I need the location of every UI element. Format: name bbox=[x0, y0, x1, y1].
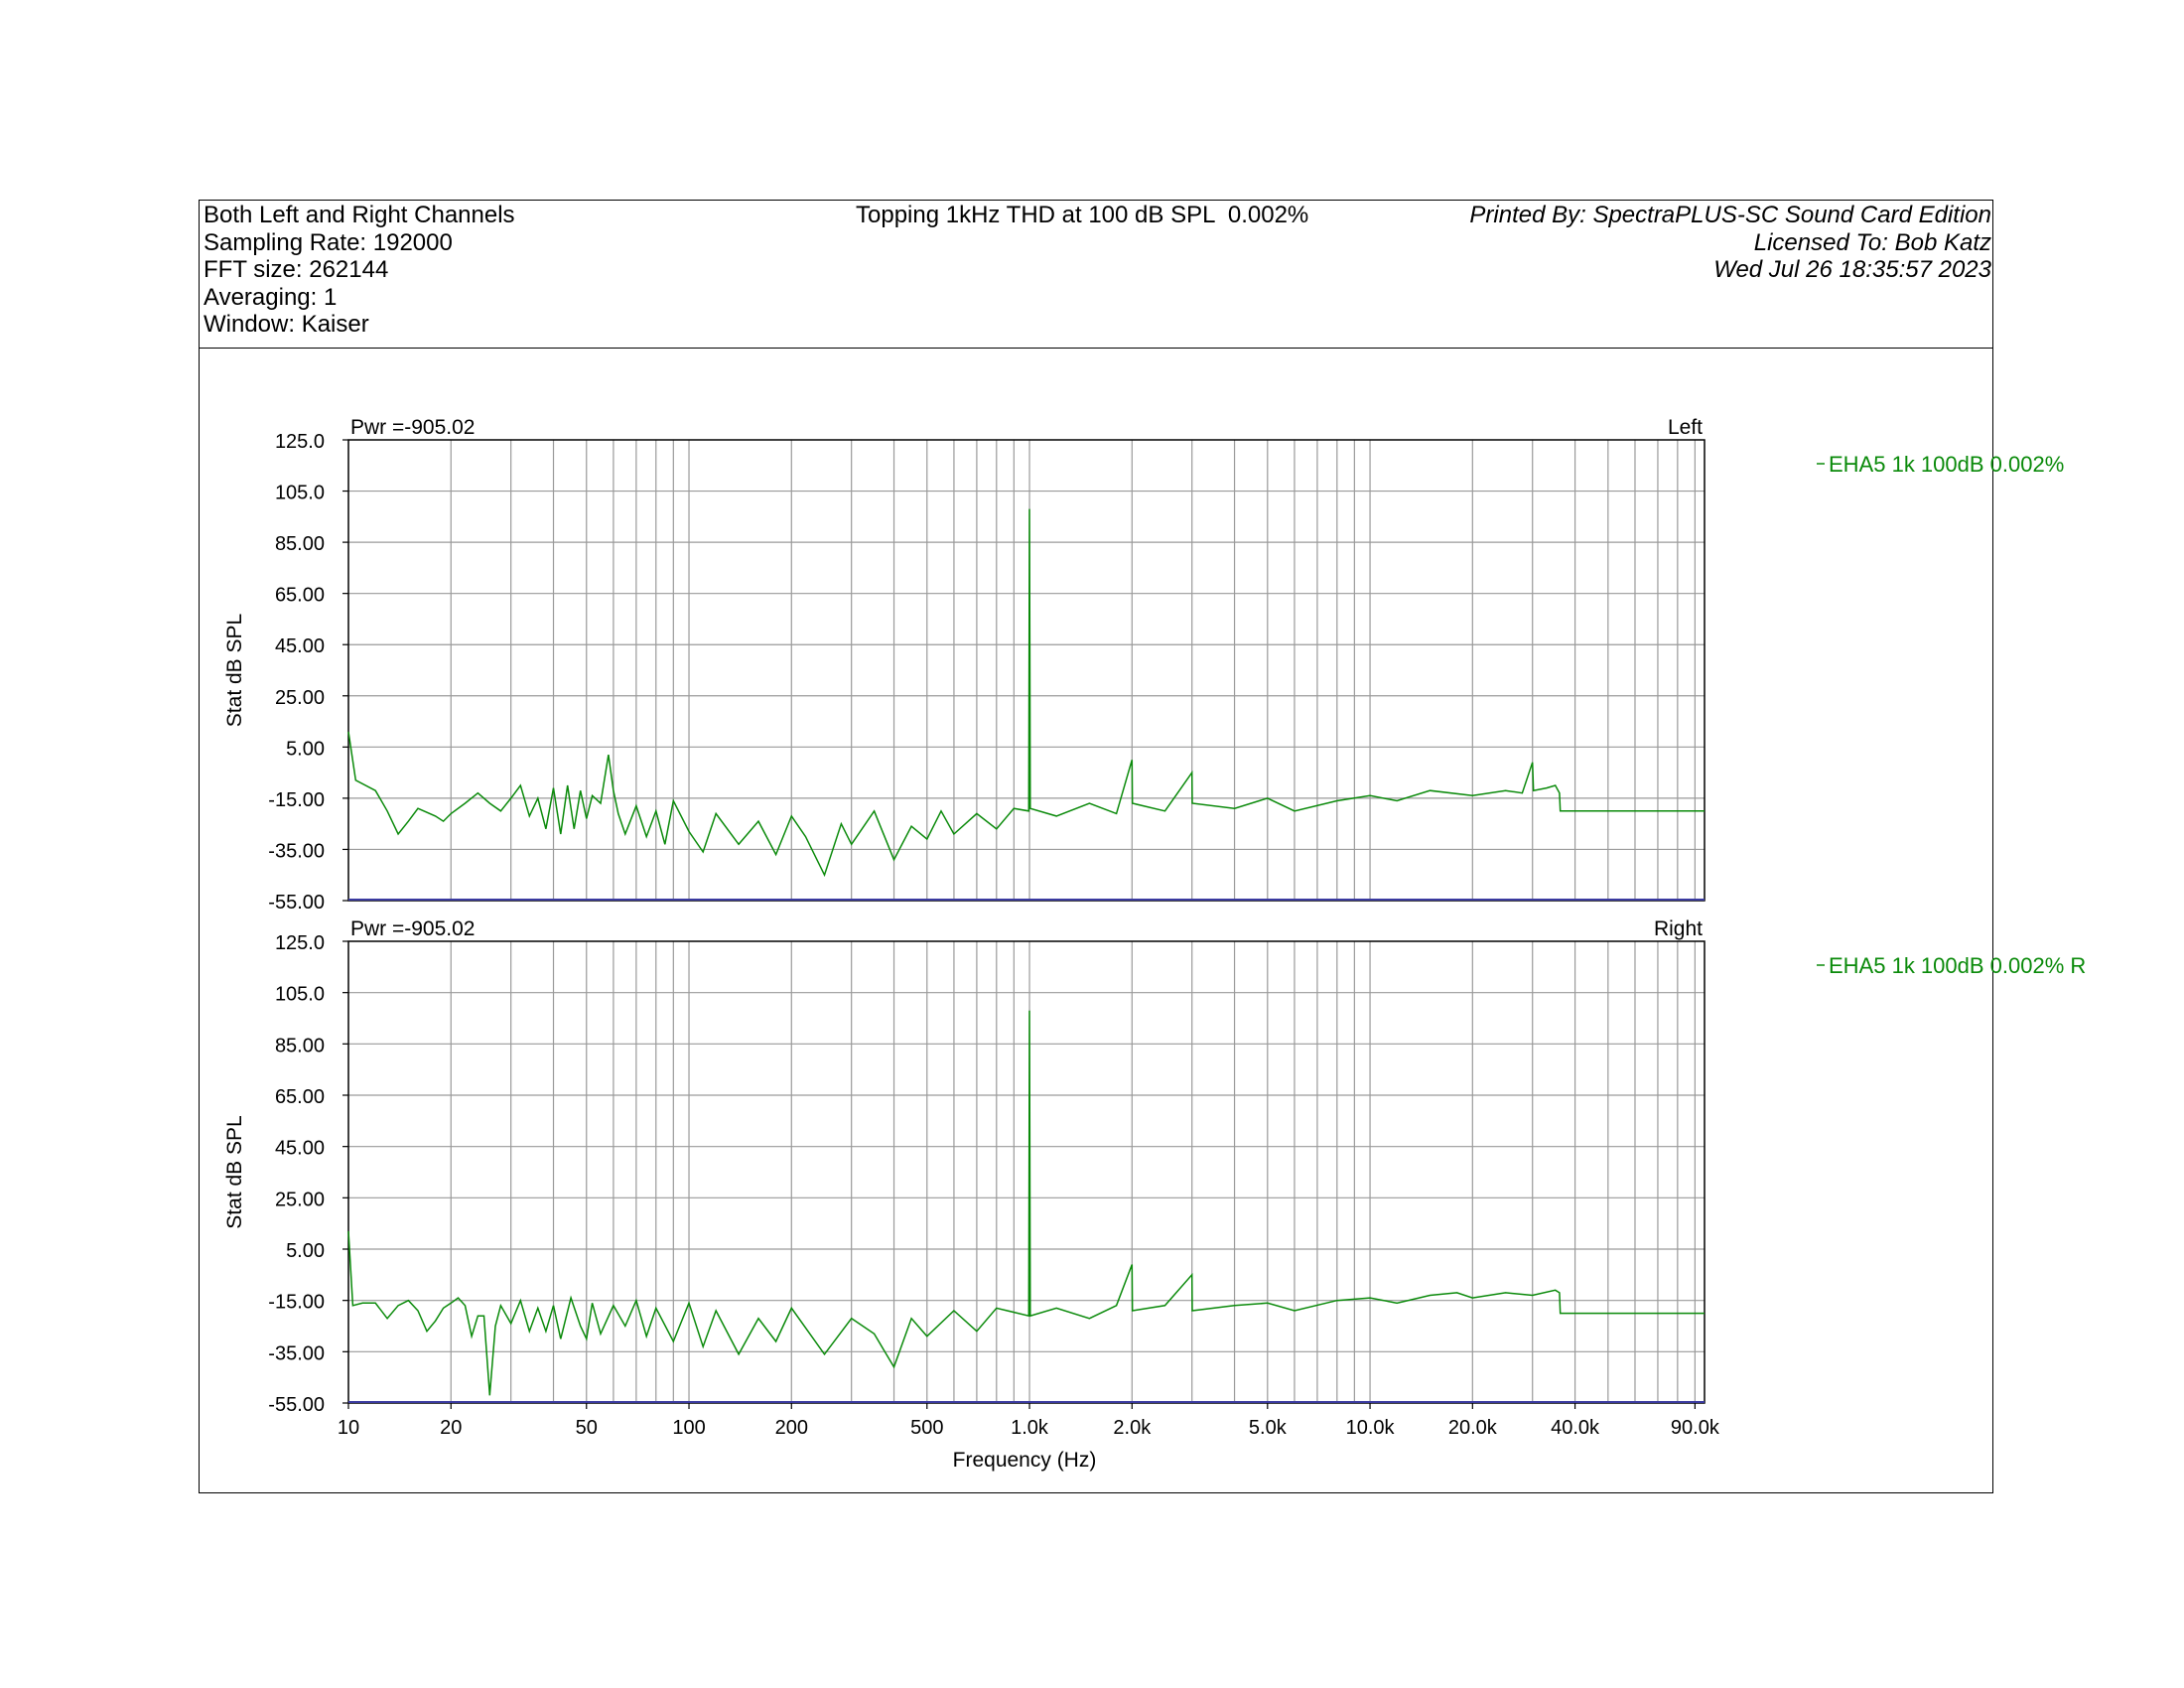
y-tick-label: 5.00 bbox=[286, 738, 325, 760]
y-axis-label: Stat dB SPL bbox=[223, 1115, 246, 1228]
window-info: Window: Kaiser bbox=[204, 311, 369, 338]
printed-by: Printed By: SpectraPLUS-SC Sound Card Ed… bbox=[1469, 202, 1991, 228]
spectrum-trace bbox=[347, 508, 1705, 878]
x-axis-label: Frequency (Hz) bbox=[953, 1449, 1097, 1472]
y-tick-label: -55.00 bbox=[268, 1394, 325, 1416]
y-axis-label: Stat dB SPL bbox=[223, 614, 246, 727]
y-tick-label: 5.00 bbox=[286, 1240, 325, 1262]
power-readout: Pwr =-905.02 bbox=[350, 917, 476, 940]
y-tick-label: 105.0 bbox=[275, 483, 325, 504]
report-title: Topping 1kHz THD at 100 dB SPL 0.002% bbox=[856, 202, 1309, 228]
x-tick-label: 100 bbox=[672, 1417, 705, 1439]
y-tick-label: 45.00 bbox=[275, 1138, 325, 1160]
x-tick-label: 90.0k bbox=[1671, 1417, 1720, 1439]
channel-label: Right bbox=[1654, 917, 1703, 940]
x-tick-label: 200 bbox=[775, 1417, 808, 1439]
legend-entry: EHA5 1k 100dB 0.002% R bbox=[1829, 953, 2086, 978]
x-tick-label: 20 bbox=[440, 1417, 462, 1439]
y-tick-label: 85.00 bbox=[275, 1035, 325, 1056]
plot-area-border bbox=[347, 439, 1706, 902]
channel-label: Left bbox=[1668, 416, 1703, 439]
x-tick-label: 20.0k bbox=[1448, 1417, 1498, 1439]
power-readout: Pwr =-905.02 bbox=[350, 416, 476, 439]
x-tick-label: 5.0k bbox=[1249, 1417, 1288, 1439]
y-tick-label: 65.00 bbox=[275, 585, 325, 607]
print-info: Printed By: SpectraPLUS-SC Sound Card Ed… bbox=[1469, 202, 1991, 284]
y-tick-label: -35.00 bbox=[268, 840, 325, 862]
x-tick-label: 2.0k bbox=[1113, 1417, 1152, 1439]
x-tick-label: 500 bbox=[910, 1417, 943, 1439]
plot-area-border bbox=[347, 940, 1706, 1404]
legend-entry: EHA5 1k 100dB 0.002% bbox=[1829, 452, 2064, 477]
y-tick-label: 125.0 bbox=[275, 431, 325, 453]
y-tick-label: -35.00 bbox=[268, 1342, 325, 1364]
x-tick-label: 1.0k bbox=[1011, 1417, 1049, 1439]
x-tick-label: 50 bbox=[576, 1417, 598, 1439]
y-tick-label: 25.00 bbox=[275, 1189, 325, 1210]
x-tick-label: 10.0k bbox=[1346, 1417, 1396, 1439]
x-tick-label: 10 bbox=[338, 1417, 359, 1439]
averaging-info: Averaging: 1 bbox=[204, 283, 338, 311]
y-tick-label: -15.00 bbox=[268, 1292, 325, 1314]
y-tick-label: 65.00 bbox=[275, 1086, 325, 1108]
y-tick-label: 105.0 bbox=[275, 984, 325, 1006]
y-tick-label: 125.0 bbox=[275, 932, 325, 954]
y-tick-label: -15.00 bbox=[268, 789, 325, 811]
y-tick-label: 85.00 bbox=[275, 533, 325, 555]
print-date: Wed Jul 26 18:35:57 2023 bbox=[1713, 256, 1991, 283]
y-tick-label: 25.00 bbox=[275, 687, 325, 709]
spectrum-trace bbox=[347, 1010, 1705, 1396]
fft-size-info: FFT size: 262144 bbox=[204, 256, 389, 283]
y-tick-label: -55.00 bbox=[268, 892, 325, 914]
y-tick-label: 45.00 bbox=[275, 635, 325, 657]
channels-info: Both Left and Right Channels bbox=[204, 202, 515, 228]
sampling-rate-info: Sampling Rate: 192000 bbox=[204, 228, 453, 256]
measurement-info: Both Left and Right Channels Sampling Ra… bbox=[204, 202, 515, 339]
report-frame bbox=[199, 200, 1993, 1493]
licensed-to: Licensed To: Bob Katz bbox=[1753, 228, 1991, 256]
header-separator bbox=[199, 348, 1993, 349]
x-tick-label: 40.0k bbox=[1551, 1417, 1600, 1439]
